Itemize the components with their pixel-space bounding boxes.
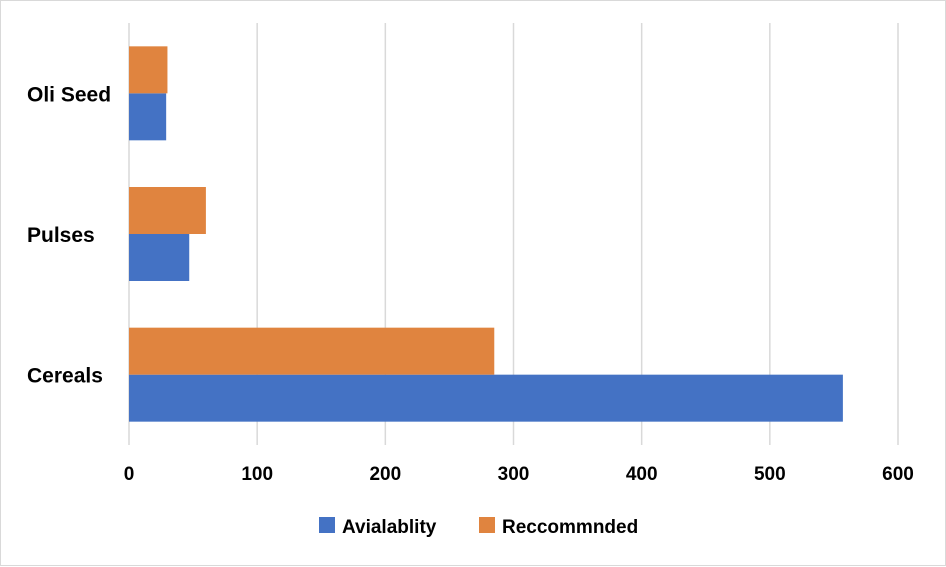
category-label-pulses: Pulses	[27, 224, 95, 247]
category-labels: Cereals Pulses Oli Seed	[27, 83, 111, 387]
x-tick-labels: 0 100 200 300 400 500 600	[124, 464, 914, 485]
x-tick-label-0: 0	[124, 464, 135, 485]
bar-avialablity-pulses	[129, 234, 190, 281]
legend-swatch-avialablity	[319, 517, 335, 533]
bar-avialablity-cereals	[129, 374, 843, 422]
bar-reccommnded-cereals	[129, 327, 495, 375]
bar-reccommnded-pulses	[129, 187, 206, 234]
bar-avialablity-oli-seed	[129, 93, 167, 141]
gridlines	[128, 23, 899, 445]
bars	[129, 46, 843, 422]
legend-label-avialablity: Avialablity	[342, 517, 437, 538]
legend: Avialablity Reccommnded	[319, 517, 638, 538]
legend-label-reccommnded: Reccommnded	[502, 517, 638, 538]
x-tick-label-200: 200	[369, 464, 401, 485]
x-tick-label-300: 300	[498, 464, 530, 485]
x-tick-label-600: 600	[882, 464, 914, 485]
category-label-oli-seed: Oli Seed	[27, 83, 111, 106]
x-tick-label-400: 400	[626, 464, 658, 485]
legend-swatch-reccommnded	[479, 517, 495, 533]
bar-reccommnded-oli-seed	[129, 46, 168, 94]
category-label-cereals: Cereals	[27, 365, 103, 388]
x-tick-label-500: 500	[754, 464, 786, 485]
x-tick-label-100: 100	[241, 464, 273, 485]
